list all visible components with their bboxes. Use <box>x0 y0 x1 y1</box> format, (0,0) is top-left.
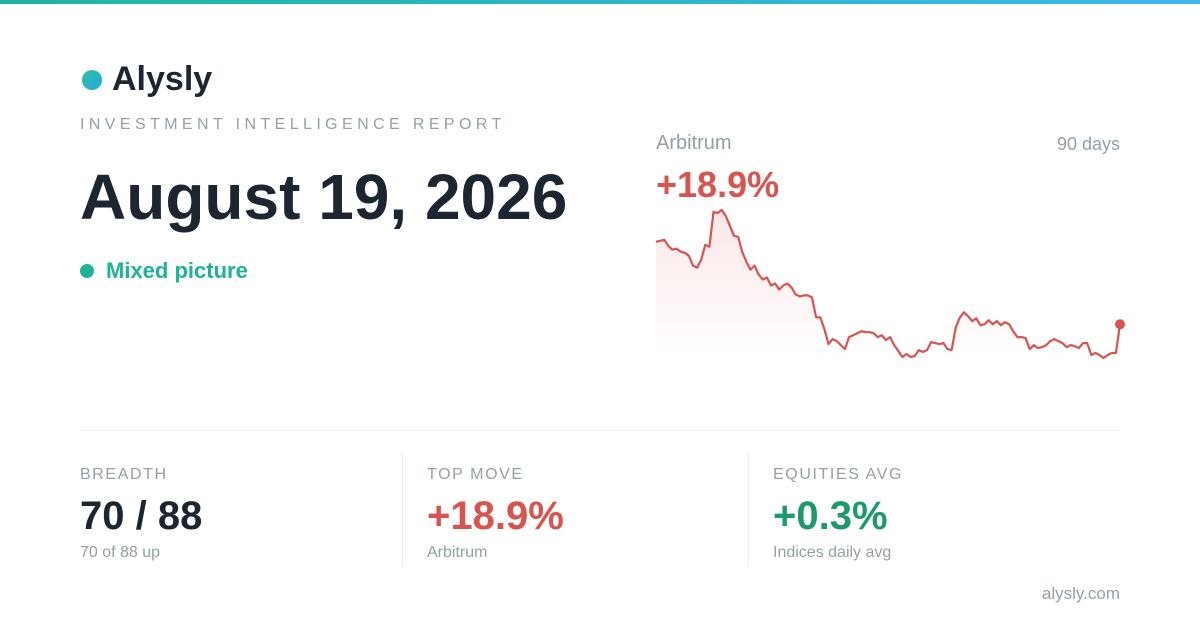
sentiment: Mixed picture <box>80 258 248 284</box>
chart-title: Arbitrum <box>656 132 732 154</box>
sentiment-text: Mixed picture <box>106 258 248 283</box>
stat-note: Arbitrum <box>427 544 488 561</box>
top-bar <box>0 0 1200 4</box>
brand: Alysly <box>82 60 212 99</box>
stat-note: Indices daily avg <box>773 544 892 561</box>
stat-note: 70 of 88 up <box>80 544 161 561</box>
sentiment-dot <box>80 264 94 278</box>
chart-subtitle: 90 days <box>1056 134 1120 154</box>
divider <box>80 430 1120 431</box>
report-date: August 19, 2026 <box>80 161 568 233</box>
eyebrow: INVESTMENT INTELLIGENCE REPORT <box>80 116 506 133</box>
stat-label: BREADTH <box>80 466 168 483</box>
stat: EQUITIES AVG +0.3% Indices daily avg <box>748 452 1121 566</box>
brand-name: Alysly <box>112 60 213 98</box>
stat-value: +18.9% <box>427 494 564 538</box>
stat-value: 70 / 88 <box>80 494 203 538</box>
sparkline-end-dot <box>1115 319 1125 330</box>
brand-logo <box>82 69 102 90</box>
sparkline <box>655 208 1125 360</box>
stat-label: TOP MOVE <box>427 466 524 483</box>
stat-value: +0.3% <box>773 494 888 538</box>
stat-label: EQUITIES AVG <box>773 466 904 483</box>
stat: TOP MOVE +18.9% Arbitrum <box>402 452 747 566</box>
chart-change: +18.9% <box>656 164 780 205</box>
sparkline-line <box>655 208 1122 360</box>
footer-url: alysly.com <box>1041 584 1120 603</box>
stat: BREADTH 70 / 88 70 of 88 up <box>80 452 400 566</box>
sparkline-area <box>656 210 1120 358</box>
